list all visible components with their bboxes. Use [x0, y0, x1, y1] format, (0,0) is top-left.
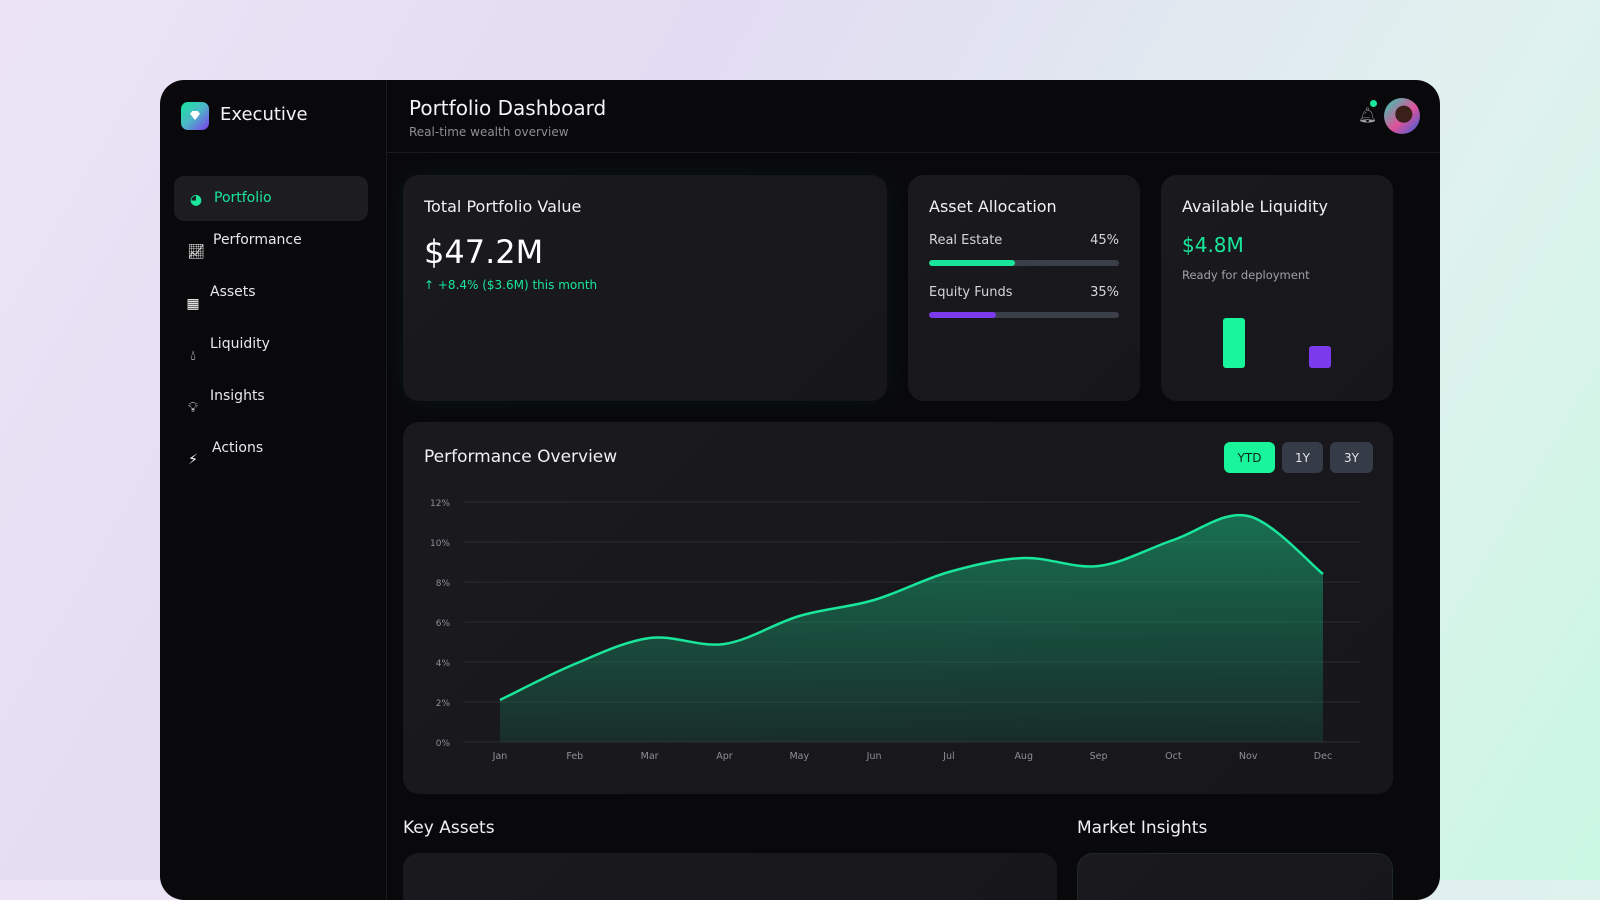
y-tick-label: 0%: [436, 739, 451, 749]
allocation-bar: [929, 260, 1119, 266]
card-title: Available Liquidity: [1182, 197, 1328, 216]
total-portfolio-card: Total Portfolio Value $47.2M ↑ +8.4% ($3…: [403, 175, 887, 401]
building-icon: ▦: [186, 296, 200, 312]
range-button-3y[interactable]: 3Y: [1330, 442, 1373, 473]
y-tick-label: 4%: [436, 659, 451, 669]
page-title: Portfolio Dashboard: [409, 96, 607, 120]
allocation-bar-fill: [929, 260, 1015, 266]
pie-chart-icon: ◕: [189, 192, 203, 208]
header: Portfolio Dashboard Real-time wealth ove…: [387, 80, 1440, 153]
sidebar-item-insights[interactable]: 💡︎ Insights: [174, 378, 368, 423]
performance-chart: 0% 2% 4% 6% 8% 10% 12% Jan Feb Mar Apr May Jun Jul Aug…: [430, 499, 1360, 762]
allocation-pct: 35%: [1090, 285, 1119, 300]
sidebar-item-liquidity[interactable]: 💧︎ Liquidity: [174, 326, 368, 371]
y-tick-label: 6%: [436, 619, 451, 629]
area-fill: [500, 515, 1323, 742]
market-insights-heading: Market Insights: [1077, 818, 1208, 838]
allocation-pct: 45%: [1090, 233, 1119, 248]
change-text: +8.4% ($3.6M) this month: [437, 278, 598, 292]
y-tick-label: 12%: [430, 499, 450, 509]
card-title: Performance Overview: [424, 447, 618, 467]
avatar[interactable]: [1384, 98, 1420, 134]
key-assets-heading: Key Assets: [403, 818, 495, 838]
series-line: [499, 513, 1324, 702]
change-indicator: ↑ +8.4% ($3.6M) this month: [424, 278, 597, 292]
allocation-label: Equity Funds: [929, 285, 1013, 300]
x-tick-label: Jul: [942, 751, 954, 762]
sidebar-item-portfolio[interactable]: ◕ Portfolio: [174, 176, 368, 221]
total-value: $47.2M: [424, 233, 544, 271]
x-tick-label: Mar: [641, 751, 659, 762]
range-button-1y[interactable]: 1Y: [1282, 442, 1323, 473]
x-tick-label: Nov: [1239, 751, 1258, 762]
performance-card: Performance Overview YTD 1Y 3Y 0% 2% 4% 6% 8…: [403, 422, 1393, 794]
sidebar-item-label: Performance: [213, 232, 302, 248]
allocation-bar: [929, 312, 1119, 318]
x-tick-label: Aug: [1014, 751, 1033, 762]
liquidity-bar: [1223, 318, 1245, 368]
notification-dot: [1370, 100, 1377, 107]
sidebar-item-label: Portfolio: [214, 190, 272, 206]
lightning-icon: ⚡︎: [188, 452, 198, 468]
market-insights-card: [1077, 853, 1393, 900]
arrow-up-icon: ↑: [424, 278, 438, 292]
liquidity-card: Available Liquidity $4.8M Ready for depl…: [1161, 175, 1393, 401]
x-tick-label: Feb: [566, 751, 583, 762]
x-tick-label: Oct: [1165, 751, 1182, 762]
sidebar-item-label: Liquidity: [210, 336, 270, 352]
lightbulb-icon: 💡︎: [188, 400, 198, 416]
allocation-row: Real Estate 45%: [929, 233, 1119, 248]
sidebar: Executive ◕ Portfolio 📈︎ Performance ▦ A…: [160, 80, 387, 900]
y-tick-label: 2%: [436, 699, 451, 709]
line-chart-icon: 📈︎: [187, 244, 205, 260]
x-tick-label: Jan: [492, 751, 508, 762]
sidebar-item-assets[interactable]: ▦ Assets: [174, 274, 368, 319]
x-tick-label: Dec: [1314, 751, 1332, 762]
liquidity-subtitle: Ready for deployment: [1182, 268, 1310, 282]
diamond-logo-icon: [181, 102, 209, 130]
y-tick-label: 8%: [436, 579, 451, 589]
app-window: Executive ◕ Portfolio 📈︎ Performance ▦ A…: [160, 80, 1440, 900]
sidebar-item-performance[interactable]: 📈︎ Performance: [174, 222, 368, 267]
page-subtitle: Real-time wealth overview: [409, 125, 569, 139]
x-tick-label: May: [789, 751, 809, 762]
x-tick-label: Jun: [866, 751, 882, 762]
key-assets-card: [403, 853, 1057, 900]
sidebar-item-label: Assets: [210, 284, 256, 300]
brand-name: Executive: [220, 104, 308, 125]
liquidity-bar: [1309, 345, 1331, 368]
sidebar-item-actions[interactable]: ⚡︎ Actions: [174, 430, 368, 475]
x-tick-label: Sep: [1090, 751, 1108, 762]
card-title: Total Portfolio Value: [424, 197, 582, 216]
droplet-icon: 💧︎: [190, 348, 196, 364]
sidebar-item-label: Insights: [210, 388, 265, 404]
card-title: Asset Allocation: [929, 197, 1057, 216]
x-tick-label: Apr: [716, 751, 733, 762]
range-button-ytd[interactable]: YTD: [1224, 442, 1275, 473]
allocation-label: Real Estate: [929, 233, 1003, 248]
sidebar-item-label: Actions: [212, 440, 264, 456]
bell-icon[interactable]: 🔔︎: [1358, 106, 1378, 124]
allocation-row: Equity Funds 35%: [929, 285, 1119, 300]
asset-allocation-card: Asset Allocation Real Estate 45% Equity F…: [908, 175, 1140, 401]
liquidity-value: $4.8M: [1182, 233, 1244, 257]
allocation-bar-fill: [929, 312, 996, 318]
y-tick-label: 10%: [430, 539, 450, 549]
